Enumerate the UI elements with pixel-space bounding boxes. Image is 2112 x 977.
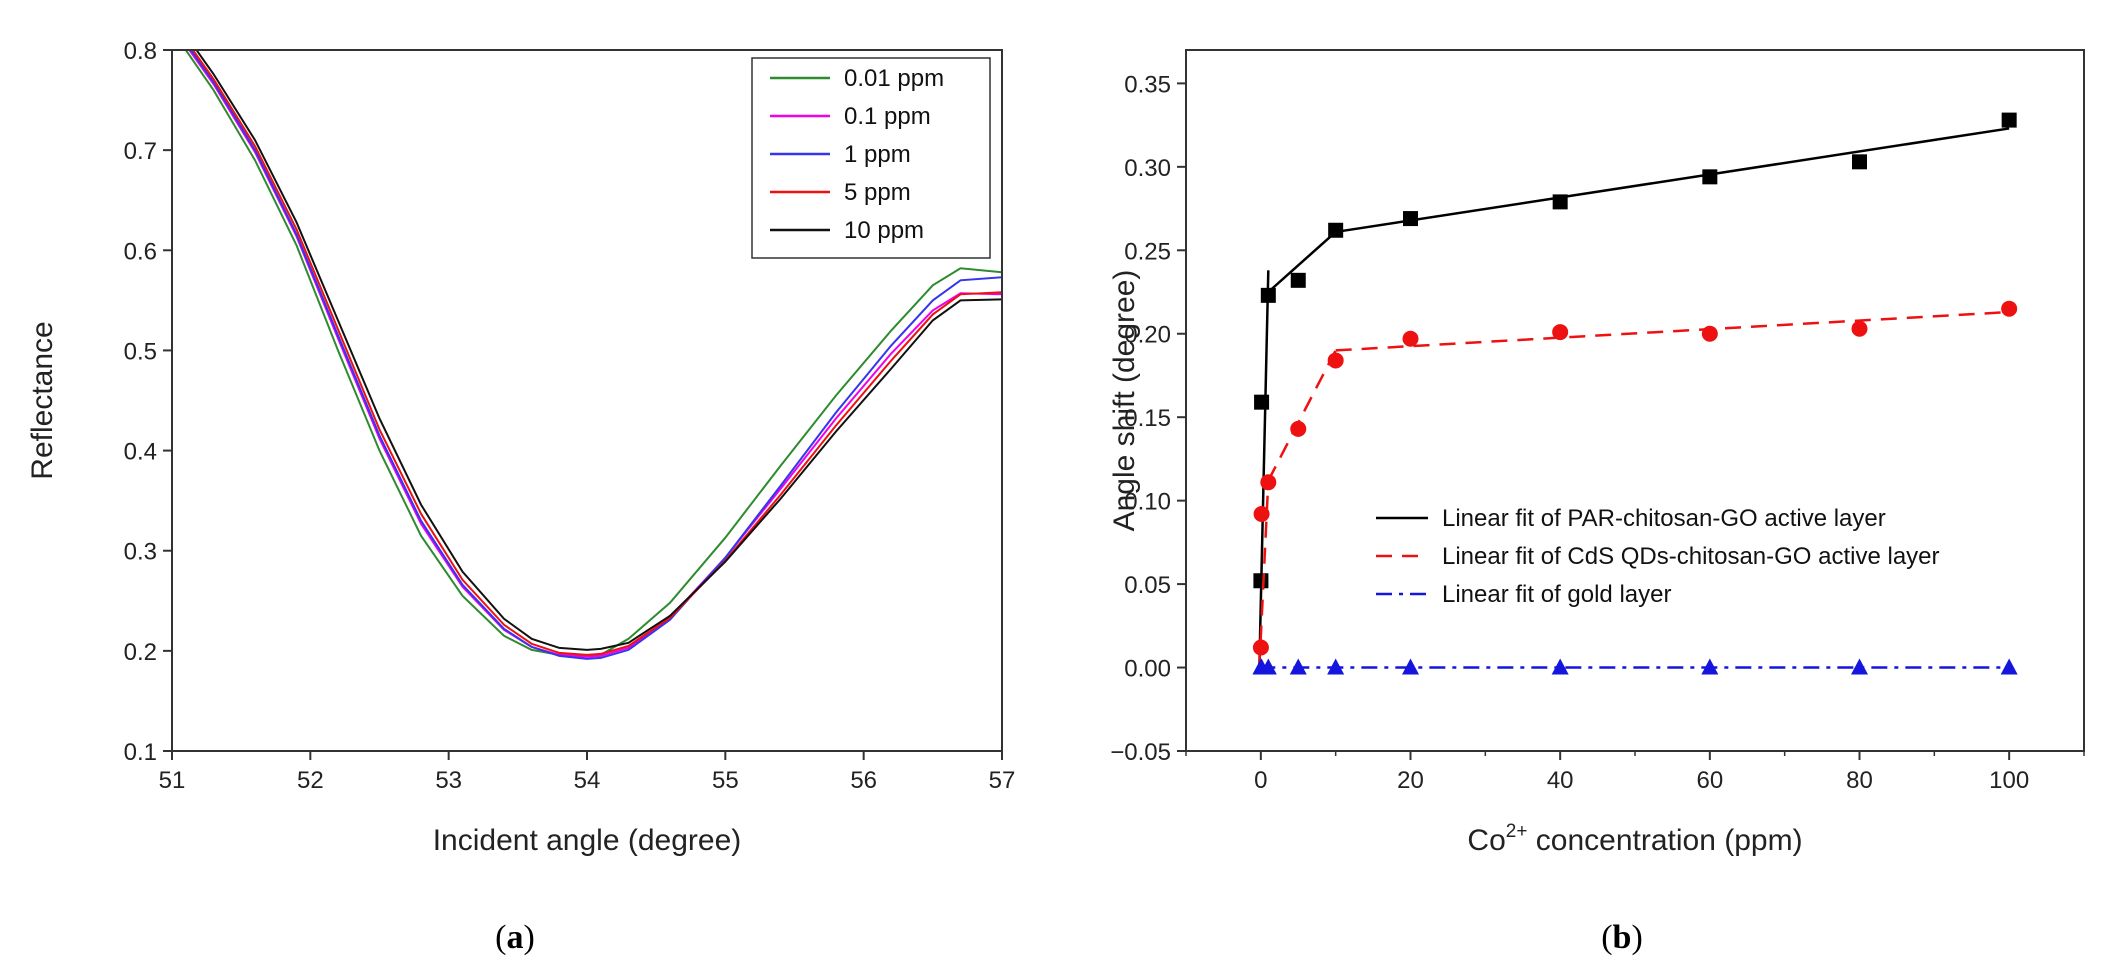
legend-box	[751, 57, 991, 259]
panel-b-caption: (b)	[1601, 919, 1643, 956]
legend-label-1: 0.1 ppm	[844, 103, 931, 130]
legend-label-0: 0.01 ppm	[844, 65, 944, 92]
x-tick-label: 56	[850, 767, 877, 794]
panel-b-plot-frame	[1185, 49, 2085, 752]
y-tick-label: 0.05	[1124, 572, 1171, 599]
y-tick-label: 0.00	[1124, 656, 1171, 683]
y-tick-label: 0.2	[124, 639, 157, 666]
x-tick-label: 20	[1397, 767, 1424, 794]
fit-line-0-0	[1258, 270, 1270, 668]
data-point-square	[1328, 222, 1344, 238]
data-point-circle	[1552, 324, 1569, 341]
x-tick-label: 60	[1696, 767, 1723, 794]
y-tick-label: 0.15	[1124, 405, 1171, 432]
data-point-circle	[1252, 639, 1269, 656]
y-axis-label: Angle shift (degree)	[1108, 270, 1141, 532]
data-point-circle	[2001, 300, 2018, 317]
fit-line-0-2	[1335, 127, 2010, 234]
y-axis-label: Reflectance	[26, 321, 59, 479]
legend-label-0: Linear fit of PAR-chitosan-GO active lay…	[1442, 505, 1886, 532]
x-axis-label: Co2+ concentration (ppm)	[1467, 821, 1802, 857]
y-tick-label: 0.7	[124, 138, 157, 165]
y-tick-label: 0.4	[124, 439, 157, 466]
data-point-triangle	[1402, 658, 1419, 675]
y-tick-label: 0.6	[124, 238, 157, 265]
y-tick-label: 0.5	[124, 338, 157, 365]
data-point-triangle	[1327, 658, 1345, 675]
x-tick-label: 80	[1846, 767, 1873, 794]
x-tick-label: 0	[1254, 767, 1267, 794]
fit-line-1-1	[1267, 349, 1337, 482]
data-point-triangle	[1289, 658, 1307, 675]
x-tick-label: 100	[1989, 767, 2029, 794]
data-point-circle	[1260, 474, 1277, 491]
data-point-circle	[1290, 420, 1307, 437]
x-tick-label: 51	[159, 767, 186, 794]
y-tick-label: 0.30	[1124, 155, 1171, 182]
data-point-square	[1852, 154, 1867, 170]
series-line-2	[189, 50, 1002, 660]
panel-a-reflectance-chart: 51 52 53 54 55 56 57 0.1 0.2 0.3 0.4 0.5 0.6 0.7 0.8 In…	[26, 38, 1016, 857]
legend-label-4: 10 ppm	[844, 217, 924, 244]
fit-line-0-1	[1267, 230, 1337, 293]
data-point-triangle	[1259, 658, 1277, 675]
data-point-square	[1290, 272, 1306, 288]
data-point-circle	[1701, 325, 1718, 342]
data-point-circle	[1402, 330, 1419, 347]
data-point-triangle	[2000, 658, 2018, 675]
fit-line-1-2	[1335, 310, 2010, 352]
y-tick-label: 0.25	[1124, 238, 1171, 265]
data-point-triangle	[1701, 658, 1719, 675]
y-tick-label: 0.8	[124, 38, 157, 65]
data-point-square	[1403, 211, 1418, 227]
legend-label-1: Linear fit of CdS QDs-chitosan-GO active…	[1442, 543, 1940, 570]
legend-label-2: Linear fit of gold layer	[1442, 581, 1671, 608]
legend-label-3: 5 ppm	[844, 179, 911, 206]
x-tick-label: 57	[989, 767, 1016, 794]
data-point-square	[1260, 287, 1276, 303]
x-tick-label: 52	[297, 767, 324, 794]
panel-a-series-group	[184, 50, 1002, 660]
y-tick-label: 0.35	[1124, 71, 1171, 98]
x-tick-label: 54	[574, 767, 601, 794]
y-tick-label: 0.10	[1124, 489, 1171, 516]
fit-line-1-0	[1258, 480, 1270, 668]
series-line-4	[195, 50, 1002, 651]
y-tick-label: 0.20	[1124, 322, 1171, 349]
x-tick-label: 40	[1547, 767, 1574, 794]
data-point-circle	[1327, 352, 1344, 369]
data-point-square	[2001, 112, 2017, 128]
panel-b-angle-shift-chart: 0 20 40 60 80 100 −0.05 0.00 0.05 0.10 0.15 0.20 0.2…	[1108, 49, 2085, 857]
data-point-triangle	[1851, 658, 1868, 675]
legend-label-2: 1 ppm	[844, 141, 911, 168]
data-point-square	[1253, 573, 1269, 589]
series-line-3	[191, 50, 1002, 656]
x-axis-label: Incident angle (degree)	[433, 824, 742, 857]
data-point-circle	[1851, 320, 1868, 337]
y-tick-label: 0.1	[124, 739, 157, 766]
panel-b-series-group	[1252, 112, 2018, 675]
data-point-circle	[1253, 505, 1270, 522]
y-tick-label: −0.05	[1110, 739, 1171, 766]
panel-a-caption: (a)	[495, 919, 535, 956]
data-point-square	[1702, 169, 1718, 185]
data-point-triangle	[1551, 658, 1569, 675]
x-tick-label: 55	[712, 767, 739, 794]
data-point-square	[1552, 194, 1568, 210]
x-tick-label: 53	[435, 767, 462, 794]
y-tick-label: 0.3	[124, 539, 157, 566]
data-point-square	[1254, 394, 1270, 410]
